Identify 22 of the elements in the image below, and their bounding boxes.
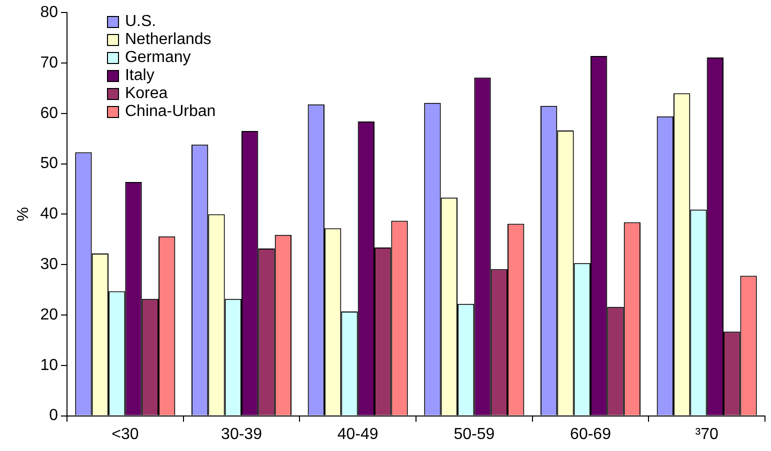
x-tick-label: 40-49 <box>337 426 378 443</box>
x-tick-label: ³70 <box>695 426 718 443</box>
x-tick-label: 30-39 <box>221 426 262 443</box>
legend-label: U.S. <box>124 12 156 31</box>
x-tick-label: 50-59 <box>454 426 495 443</box>
legend-label: China-Urban <box>124 102 216 121</box>
y-tick-label: 80 <box>40 4 58 22</box>
y-tick-label: 20 <box>40 306 58 324</box>
legend-label: Germany <box>124 48 191 67</box>
y-tick-label: 30 <box>40 256 58 274</box>
legend-label: Korea <box>124 84 168 103</box>
x-tick-label: <30 <box>112 426 139 443</box>
y-axis-title: % <box>15 207 32 222</box>
legend-label: Italy <box>124 66 154 85</box>
y-tick-label: 0 <box>49 407 58 424</box>
y-tick-label: 70 <box>40 54 58 72</box>
y-tick-label: 60 <box>40 104 58 122</box>
legend-label: Netherlands <box>124 30 212 49</box>
y-tick-label: 50 <box>40 155 58 172</box>
y-tick-label: 40 <box>40 206 58 223</box>
x-tick-label: 60-69 <box>570 426 612 443</box>
y-tick-label: 10 <box>40 356 58 374</box>
